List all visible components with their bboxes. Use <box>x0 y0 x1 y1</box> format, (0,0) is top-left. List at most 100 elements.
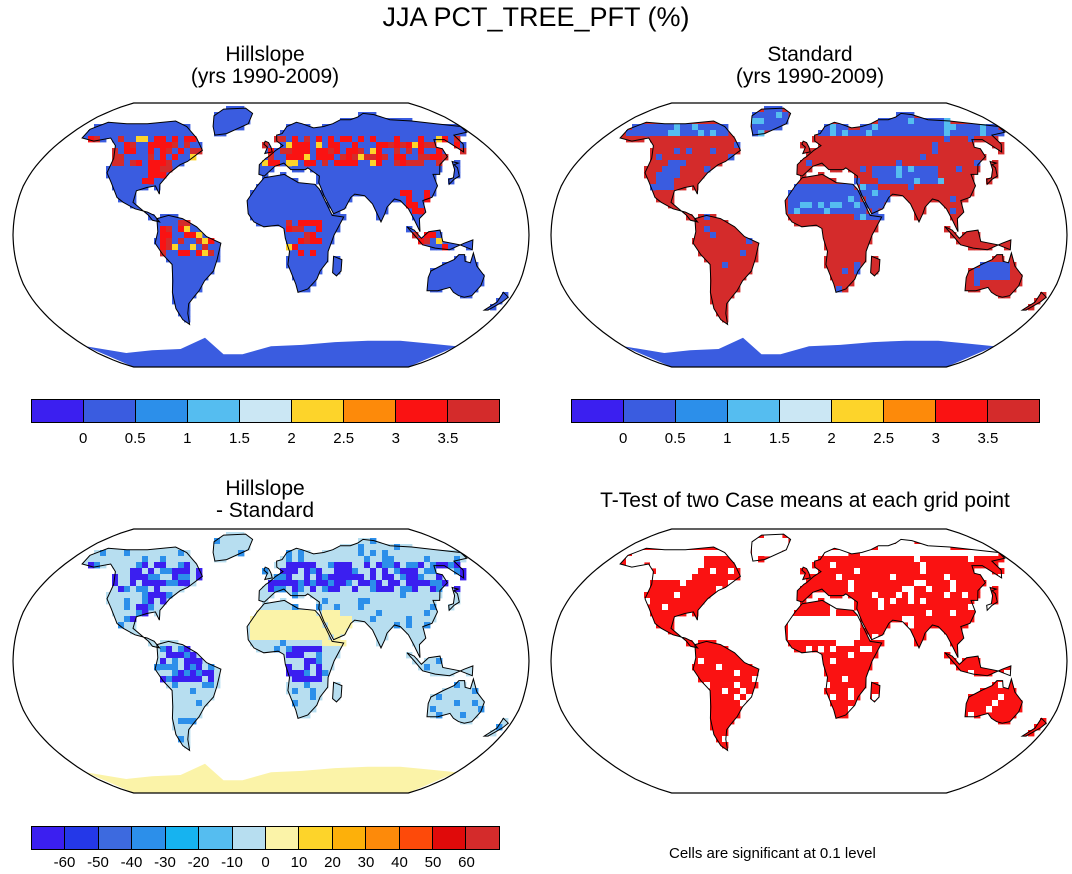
grid-cell <box>890 184 897 191</box>
grid-cell <box>184 736 191 743</box>
grid-cell <box>436 586 443 593</box>
grid-cell <box>292 160 299 167</box>
grid-cell <box>274 616 281 623</box>
grid-cell <box>310 700 317 707</box>
grid-cell <box>340 592 347 599</box>
grid-cell <box>400 166 407 173</box>
grid-cell <box>370 184 377 191</box>
grid-cell <box>268 616 275 623</box>
grid-cell <box>292 124 299 131</box>
grid-cell <box>668 166 675 173</box>
grid-cell <box>304 610 311 617</box>
grid-cell <box>848 148 855 155</box>
grid-cell <box>286 148 293 155</box>
grid-cell <box>412 574 419 581</box>
grid-cell <box>818 214 825 221</box>
grid-cell <box>926 148 933 155</box>
grid-cell <box>686 640 693 647</box>
grid-cell <box>394 580 401 587</box>
grid-cell <box>806 640 813 647</box>
grid-cell <box>668 130 675 137</box>
grid-cell <box>418 196 425 203</box>
grid-cell <box>208 256 215 263</box>
grid-cell <box>938 166 945 173</box>
grid-cell <box>154 664 161 671</box>
grid-cell <box>166 130 173 137</box>
grid-cell <box>830 700 837 707</box>
grid-cell <box>328 142 335 149</box>
grid-cell <box>824 178 831 185</box>
grid-cell <box>190 688 197 695</box>
colorbar-standard-tick-label: 1 <box>723 430 732 447</box>
grid-cell <box>124 568 131 575</box>
grid-cell <box>872 130 879 137</box>
grid-cell <box>430 154 437 161</box>
grid-cell <box>352 142 359 149</box>
grid-cell <box>1004 274 1011 281</box>
grid-cell <box>364 568 371 575</box>
colorbar-standard-tick-label: 2 <box>827 430 836 447</box>
grid-cell <box>722 136 729 143</box>
grid-cell <box>704 214 711 221</box>
grid-cell <box>298 580 305 587</box>
grid-cell <box>758 130 765 137</box>
grid-cell <box>704 148 711 155</box>
grid-cell <box>328 124 335 131</box>
grid-cell <box>764 118 771 125</box>
grid-cell <box>136 598 143 605</box>
grid-cell <box>710 724 717 731</box>
grid-cell <box>298 622 305 629</box>
grid-cell <box>310 694 317 701</box>
grid-cell <box>770 112 777 119</box>
grid-cell <box>466 706 473 713</box>
grid-cell <box>226 538 233 545</box>
grid-cell <box>292 574 299 581</box>
grid-cell <box>890 172 897 179</box>
grid-cell <box>418 202 425 209</box>
grid-cell <box>728 562 735 569</box>
grid-cell <box>418 604 425 611</box>
grid-cell <box>848 190 855 197</box>
grid-cell <box>668 622 675 629</box>
coastline-australia <box>426 251 485 298</box>
grid-cell <box>286 616 293 623</box>
grid-cell <box>172 718 179 725</box>
grid-cell <box>962 616 969 623</box>
grid-cell <box>866 166 873 173</box>
grid-cell <box>716 262 723 269</box>
grid-cell <box>968 658 975 665</box>
grid-cell <box>776 544 783 551</box>
grid-cell <box>208 670 215 677</box>
grid-cell <box>322 244 329 251</box>
grid-cell <box>818 556 825 563</box>
grid-cell <box>986 562 993 569</box>
grid-cell <box>674 580 681 587</box>
grid-cell <box>914 586 921 593</box>
grid-cell <box>316 142 323 149</box>
grid-cell <box>322 178 329 185</box>
grid-cell <box>256 184 263 191</box>
grid-cell <box>656 136 663 143</box>
grid-cell <box>842 610 849 617</box>
grid-cell <box>884 586 891 593</box>
grid-cell <box>292 682 299 689</box>
coastline-indonesia <box>406 226 474 251</box>
map-border <box>550 528 1068 794</box>
colorbar-hillslope-labels: 0 0.5 1 1.5 2 2.5 3 3.5 <box>31 430 500 450</box>
grid-cell <box>466 718 473 725</box>
grid-cell <box>722 244 729 251</box>
grid-cell <box>310 586 317 593</box>
grid-cell <box>328 640 335 647</box>
grid-cell <box>208 238 215 245</box>
grid-cell <box>166 580 173 587</box>
grid-cell <box>424 130 431 137</box>
map-ttest <box>550 528 1068 794</box>
grid-cell <box>884 580 891 587</box>
grid-cell <box>178 250 185 257</box>
grid-cell <box>142 562 149 569</box>
grid-cell <box>680 160 687 167</box>
grid-cell <box>836 256 843 263</box>
grid-cell <box>920 568 927 575</box>
grid-cell <box>656 172 663 179</box>
grid-cell <box>716 268 723 275</box>
